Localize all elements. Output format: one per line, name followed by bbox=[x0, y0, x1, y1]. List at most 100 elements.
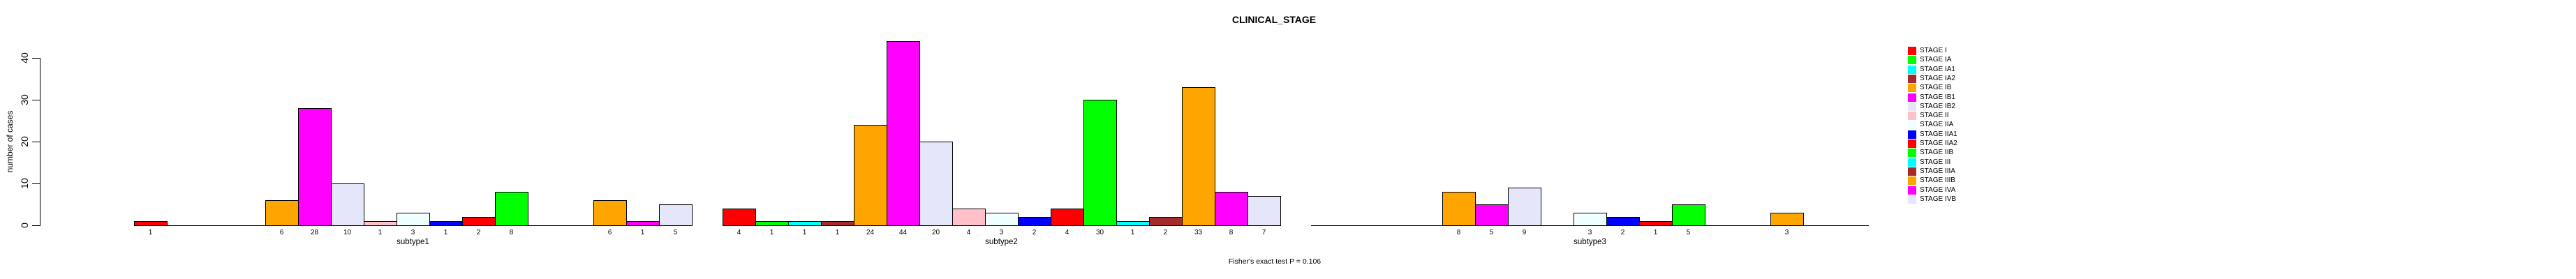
y-axis-tick-label: 30 bbox=[19, 94, 30, 105]
legend-swatch-stage-ia1 bbox=[1908, 65, 1916, 74]
bar-value-label: 8 bbox=[509, 229, 514, 236]
fisher-test-note: Fisher's exact test P = 0.106 bbox=[1228, 257, 1322, 266]
bar-value-label: 2 bbox=[1620, 229, 1625, 236]
legend-swatch-stage-ivb bbox=[1908, 195, 1916, 204]
bar-value-label: 3 bbox=[1784, 229, 1789, 236]
bar-subtype1-stage-ib bbox=[265, 200, 299, 226]
bar-value-label: 9 bbox=[1522, 229, 1527, 236]
bar-subtype3-stage-ib bbox=[1442, 192, 1476, 226]
bar-subtype2-stage-iia bbox=[985, 213, 1019, 226]
x-axis-group-label-subtype2: subtype2 bbox=[985, 238, 1018, 246]
bar-subtype3-stage-iiib bbox=[1770, 213, 1804, 226]
bar-value-label: 2 bbox=[1163, 229, 1168, 236]
bar-value-label: 1 bbox=[1130, 229, 1135, 236]
legend-swatch-stage-iia bbox=[1908, 121, 1916, 130]
bar-value-label: 2 bbox=[1032, 229, 1037, 236]
legend-swatch-stage-iia1 bbox=[1908, 130, 1916, 139]
legend-label-stage-ia2: STAGE IA2 bbox=[1920, 74, 1955, 82]
bar-subtype2-stage-ib1 bbox=[887, 41, 920, 226]
bar-value-label: 8 bbox=[1229, 229, 1234, 236]
bar-value-label: 6 bbox=[279, 229, 284, 236]
bar-subtype3-stage-iib bbox=[1672, 204, 1705, 226]
bar-value-label: 30 bbox=[1095, 229, 1104, 236]
y-axis-tick bbox=[32, 183, 40, 184]
bar-subtype2-stage-iiib bbox=[1182, 87, 1215, 226]
legend-swatch-stage-ii bbox=[1908, 112, 1916, 121]
legend-swatch-stage-ib1 bbox=[1908, 93, 1916, 102]
bar-value-label: 1 bbox=[802, 229, 807, 236]
bar-value-label: 3 bbox=[999, 229, 1004, 236]
legend-swatch-stage-iva bbox=[1908, 186, 1916, 195]
bar-subtype1-stage-ii bbox=[364, 221, 397, 226]
bar-subtype3-stage-iia bbox=[1574, 213, 1607, 226]
y-axis-title: number of cases bbox=[5, 110, 15, 173]
bar-subtype1-stage-iiib bbox=[593, 200, 627, 226]
bar-subtype1-stage-ivb bbox=[659, 204, 693, 226]
bar-subtype3-stage-ib1 bbox=[1475, 204, 1509, 226]
bar-subtype1-stage-ib1 bbox=[298, 108, 332, 226]
legend-swatch-stage-i bbox=[1908, 47, 1916, 55]
bar-subtype2-stage-ib2 bbox=[919, 142, 953, 226]
bar-value-label: 4 bbox=[736, 229, 741, 236]
bar-subtype2-stage-i bbox=[723, 209, 756, 226]
bar-subtype2-stage-ivb bbox=[1248, 196, 1281, 226]
bar-subtype1-stage-ib2 bbox=[331, 183, 364, 226]
bar-subtype2-stage-iva bbox=[1215, 192, 1248, 226]
bar-subtype1-stage-iia bbox=[397, 213, 430, 226]
legend-label-stage-ib2: STAGE IB2 bbox=[1920, 102, 1955, 110]
bar-subtype2-stage-iii bbox=[1116, 221, 1150, 226]
bar-value-label: 1 bbox=[378, 229, 383, 236]
legend-swatch-stage-ib2 bbox=[1908, 102, 1916, 111]
legend-label-stage-iia: STAGE IIA bbox=[1920, 121, 1954, 129]
legend-swatch-stage-ia bbox=[1908, 56, 1916, 65]
legend-swatch-stage-iii bbox=[1908, 158, 1916, 167]
bar-subtype2-stage-ia bbox=[755, 221, 789, 226]
bar-value-label: 5 bbox=[1489, 229, 1494, 236]
bar-value-label: 7 bbox=[1261, 229, 1266, 236]
legend-label-stage-ia: STAGE IA bbox=[1920, 56, 1952, 64]
bar-subtype1-stage-iva bbox=[626, 221, 660, 226]
bar-subtype2-stage-iia2 bbox=[1051, 209, 1084, 226]
legend-label-stage-ii: STAGE II bbox=[1920, 112, 1949, 120]
bar-subtype1-stage-iib bbox=[495, 192, 528, 226]
bar-value-label: 2 bbox=[476, 229, 481, 236]
bar-value-label: 1 bbox=[443, 229, 448, 236]
legend-swatch-stage-iiib bbox=[1908, 176, 1916, 186]
legend-label-stage-i: STAGE I bbox=[1920, 47, 1947, 54]
y-axis-tick-label: 40 bbox=[19, 52, 30, 63]
bar-value-label: 3 bbox=[410, 229, 415, 236]
x-axis-group-label-subtype1: subtype1 bbox=[397, 238, 429, 246]
legend-swatch-stage-iia2 bbox=[1908, 140, 1916, 148]
bar-value-label: 8 bbox=[1456, 229, 1461, 236]
bar-value-label: 1 bbox=[148, 229, 153, 236]
bar-subtype1-stage-iia1 bbox=[429, 221, 463, 226]
bar-subtype2-stage-ia1 bbox=[788, 221, 822, 226]
bar-subtype2-stage-iiia bbox=[1149, 217, 1183, 226]
legend-swatch-stage-iib bbox=[1908, 149, 1916, 158]
bar-value-label: 24 bbox=[866, 229, 875, 236]
legend-swatch-stage-ib bbox=[1908, 84, 1916, 93]
bar-subtype1-stage-iia2 bbox=[462, 217, 496, 226]
bar-value-label: 33 bbox=[1194, 229, 1203, 236]
legend-label-stage-ib1: STAGE IB1 bbox=[1920, 93, 1955, 101]
bar-subtype3-stage-ib2 bbox=[1508, 188, 1541, 226]
chart-title: CLINICAL_STAGE bbox=[1231, 14, 1317, 25]
y-axis-tick-label: 20 bbox=[19, 136, 30, 147]
bar-value-label: 1 bbox=[1653, 229, 1658, 236]
x-axis-group-label-subtype3: subtype3 bbox=[1574, 238, 1606, 246]
legend-swatch-stage-ia2 bbox=[1908, 74, 1916, 83]
bar-value-label: 20 bbox=[931, 229, 940, 236]
legend-label-stage-ia1: STAGE IA1 bbox=[1920, 65, 1955, 73]
bar-subtype2-stage-iib bbox=[1083, 100, 1117, 226]
bar-subtype3-stage-iia2 bbox=[1639, 221, 1673, 226]
bar-subtype1-stage-i bbox=[134, 221, 168, 226]
legend-label-stage-iva: STAGE IVA bbox=[1920, 186, 1956, 194]
legend-label-stage-iia1: STAGE IIA1 bbox=[1920, 130, 1957, 138]
bar-value-label: 1 bbox=[640, 229, 645, 236]
legend-label-stage-iia2: STAGE IIA2 bbox=[1920, 140, 1957, 147]
y-axis-tick bbox=[32, 225, 40, 226]
bar-value-label: 1 bbox=[835, 229, 840, 236]
legend-label-stage-ivb: STAGE IVB bbox=[1920, 195, 1957, 203]
legend-label-stage-iib: STAGE IIB bbox=[1920, 149, 1954, 157]
